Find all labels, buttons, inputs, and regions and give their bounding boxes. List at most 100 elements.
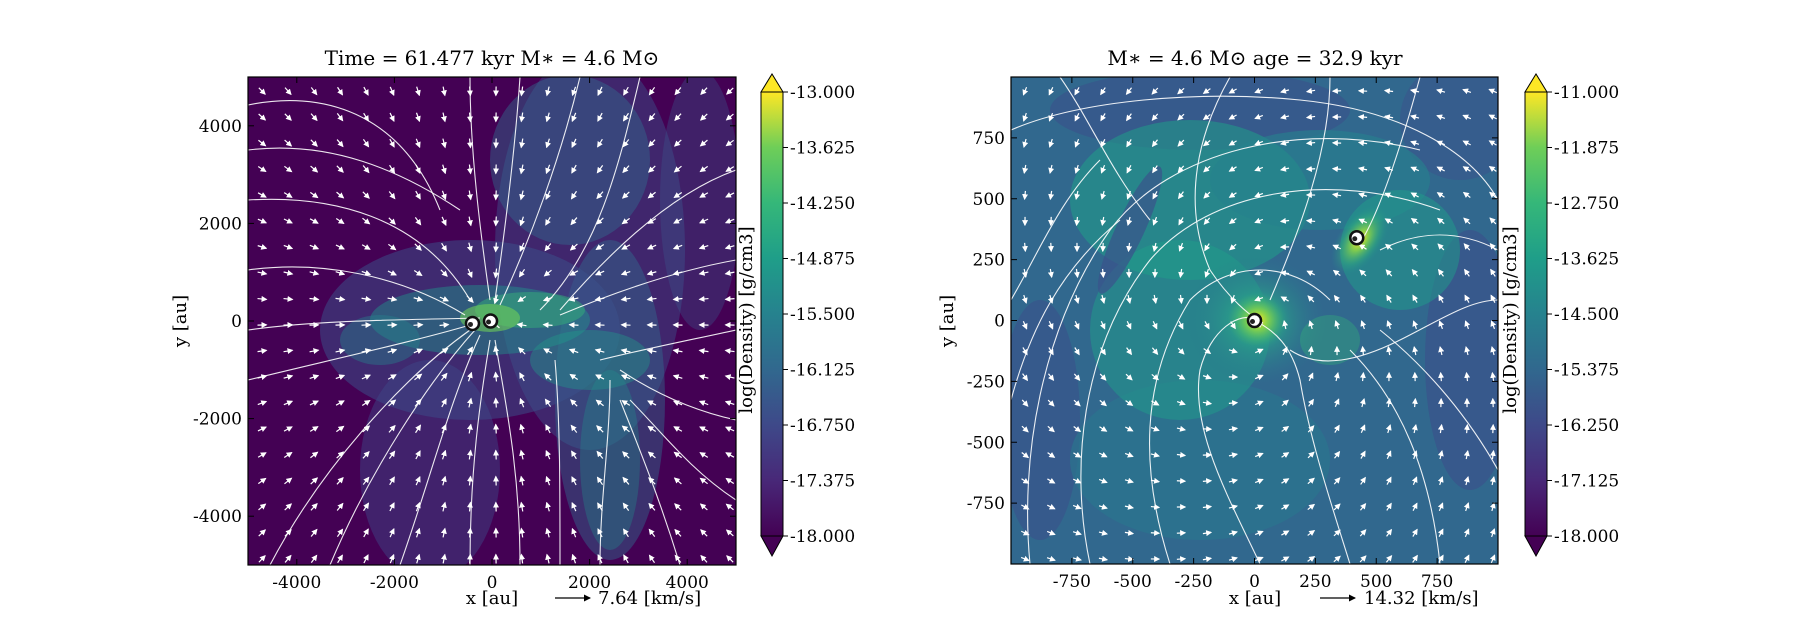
velocity-vector [1099,399,1107,407]
velocity-vector [1047,399,1055,407]
velocity-vector [493,345,500,356]
velocity-vector [389,138,395,148]
velocity-vector [1202,88,1211,94]
velocity-vector [620,270,631,276]
colorbar-tick-label: -13.625 [1554,250,1619,270]
velocity-vector [1357,140,1368,147]
velocity-vector [1150,451,1160,458]
velocity-vector [440,269,448,277]
colorbar-tick-label: -14.500 [1554,305,1619,325]
velocity-vector [335,218,345,225]
sink-particle [464,315,481,332]
velocity-vector [1385,555,1393,563]
velocity-vector [1386,502,1392,511]
velocity-vector [1488,166,1497,172]
velocity-vector [1254,243,1264,250]
velocity-vector [568,322,579,329]
velocity-vector [440,112,447,123]
velocity-vector [1073,347,1080,356]
velocity-vector [1125,400,1134,406]
velocity-vector [283,269,294,276]
velocity-vector [571,527,577,538]
velocity-vector [1333,503,1341,511]
velocity-vector [1202,530,1213,537]
velocity-vector [1124,451,1134,458]
velocity-vector [648,528,656,537]
velocity-vector [1125,425,1134,432]
velocity-vector [672,244,683,250]
velocity-vector [1203,165,1211,173]
panel-left-title: Time = 61.477 kyr M∗ = 4.6 M⊙ [325,46,660,70]
velocity-vector [257,477,267,485]
velocity-vector [363,112,369,122]
velocity-vector [1464,268,1470,277]
colorbar-tick-label: -17.125 [1554,472,1619,492]
velocity-vector [1202,139,1211,147]
velocity-vector [414,527,421,538]
velocity-vector [596,191,604,200]
velocity-vector [725,139,734,147]
velocity-vector [595,217,604,225]
velocity-vector [596,165,604,174]
ytick-label: 2000 [199,214,242,234]
velocity-vector [1151,347,1159,355]
velocity-vector [1126,139,1133,148]
velocity-vector [284,139,293,147]
velocity-vector [1126,113,1132,122]
panel-left-ylabel: y [au] [170,295,191,348]
velocity-vector [1228,139,1237,146]
velocity-vector [309,191,319,199]
velocity-vector [309,426,319,432]
velocity-vector [415,501,421,512]
velocity-vector [363,502,370,512]
velocity-vector [648,502,656,511]
velocity-vector [673,218,683,224]
velocity-vector [257,452,267,458]
velocity-vector [1177,373,1186,380]
velocity-vector [594,270,605,276]
sink-particle [1246,312,1263,329]
velocity-vector [1489,191,1497,199]
velocity-vector [1412,554,1418,563]
velocity-vector [699,426,709,432]
velocity-vector [1202,399,1213,406]
velocity-vector [258,113,267,121]
velocity-vector [622,165,630,174]
ytick-label: -250 [967,372,1005,392]
velocity-vector [1073,373,1081,381]
velocity-vector [1385,424,1392,434]
velocity-vector [519,475,526,486]
velocity-vector [1177,165,1185,173]
velocity-vector [1202,114,1211,121]
velocity-vector [1021,242,1028,253]
velocity-vector [1282,319,1289,330]
velocity-vector [1152,165,1158,174]
panel-right-colorbar: -11.000 -11.875 -12.750 -13.625 -14.500 -15.3… [1500,73,1619,558]
velocity-vector [545,138,552,149]
velocity-vector [1463,423,1470,434]
velocity-vector [519,501,526,512]
velocity-vector [1385,450,1392,460]
velocity-vector [622,476,630,485]
velocity-vector [284,113,292,121]
velocity-vector [1280,296,1289,303]
colorbar-tick-label: -18.000 [790,527,855,547]
velocity-vector [1020,555,1030,562]
velocity-vector [1359,502,1367,511]
ytick-label: -2000 [193,410,242,430]
velocity-vector [1021,452,1030,459]
velocity-vector [310,502,318,511]
velocity-vector [1229,243,1237,251]
velocity-vector [257,400,268,406]
velocity-vector [466,216,473,227]
velocity-vector [387,374,397,380]
xtick-label: -250 [1175,572,1213,592]
xtick-label: 4000 [666,573,709,593]
velocity-vector [1359,424,1366,434]
velocity-vector [596,476,604,486]
velocity-vector [361,295,372,302]
velocity-vector [1176,425,1187,432]
velocity-vector [336,139,344,148]
velocity-vector [1384,218,1393,225]
velocity-vector [1359,529,1367,537]
